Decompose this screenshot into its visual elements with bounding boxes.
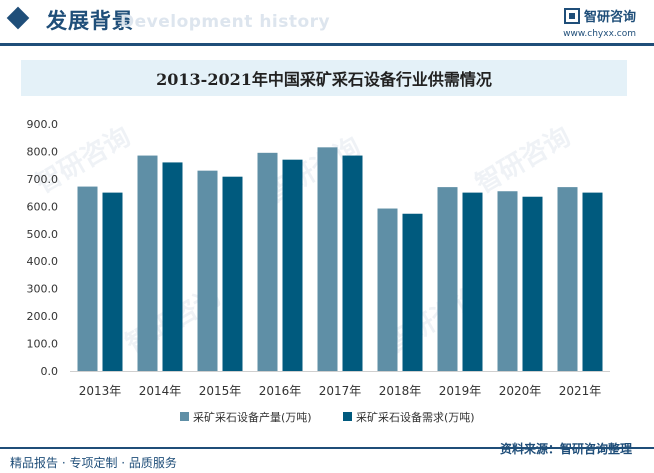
y-tick-label: 400.0	[27, 255, 59, 268]
bar-demand	[462, 192, 483, 371]
bar-demand	[162, 162, 183, 371]
x-tick-label: 2018年	[379, 384, 422, 398]
bar-demand	[342, 155, 363, 371]
chart-title: 2013-2021年中国采矿采石设备行业供需情况	[156, 70, 492, 89]
x-tick-label: 2013年	[79, 384, 122, 398]
brand-name: 智研咨询	[583, 10, 636, 25]
y-tick-label: 200.0	[27, 310, 59, 323]
bar-production	[257, 152, 278, 371]
footer-divider	[0, 447, 654, 449]
legend-swatch	[343, 412, 352, 421]
header-divider	[0, 43, 654, 46]
y-tick-label: 100.0	[27, 338, 59, 351]
bar-production	[497, 191, 518, 371]
bar-demand	[402, 213, 423, 371]
y-tick-label: 600.0	[27, 200, 59, 213]
x-tick-label: 2020年	[499, 384, 542, 398]
chart-title-band: 2013-2021年中国采矿采石设备行业供需情况	[21, 60, 627, 96]
bar-demand	[102, 192, 123, 371]
header: 发展背景 Development history 智研咨询 www.chyxx.…	[0, 0, 654, 46]
y-tick-label: 700.0	[27, 173, 59, 186]
brand-url: www.chyxx.com	[563, 29, 636, 39]
bar-production	[197, 170, 218, 371]
x-tick-label: 2019年	[439, 384, 482, 398]
bar-demand	[582, 192, 603, 371]
bar-production	[557, 187, 578, 371]
x-tick-label: 2014年	[139, 384, 182, 398]
x-tick-label: 2021年	[559, 384, 602, 398]
section-subtitle-ghost: Development history	[120, 12, 331, 32]
brand-logo-icon	[563, 7, 580, 24]
bar-demand	[522, 196, 543, 371]
bar-production	[137, 155, 158, 371]
bar-demand	[222, 176, 243, 371]
y-tick-label: 500.0	[27, 228, 59, 241]
bar-production	[317, 147, 338, 371]
y-tick-label: 0.0	[41, 365, 59, 378]
legend-swatch	[180, 412, 189, 421]
section-title: 发展背景	[46, 9, 134, 33]
y-tick-label: 900.0	[27, 118, 59, 131]
bar-production	[77, 186, 98, 371]
y-tick-label: 800.0	[27, 145, 59, 158]
footer-tagline: 精品报告 · 专项定制 · 品质服务	[10, 456, 177, 470]
x-tick-label: 2015年	[199, 384, 242, 398]
bar-demand	[282, 159, 303, 371]
brand: 智研咨询 www.chyxx.com	[563, 6, 636, 39]
bar-production	[437, 187, 458, 371]
bar-production	[377, 208, 398, 371]
x-tick-label: 2016年	[259, 384, 302, 398]
legend-label: 采矿采石设备产量(万吨)	[193, 410, 312, 424]
data-source: 资料来源：智研咨询整理	[499, 442, 632, 456]
legend-label: 采矿采石设备需求(万吨)	[356, 410, 475, 424]
x-tick-label: 2017年	[319, 384, 362, 398]
y-tick-label: 300.0	[27, 283, 59, 296]
